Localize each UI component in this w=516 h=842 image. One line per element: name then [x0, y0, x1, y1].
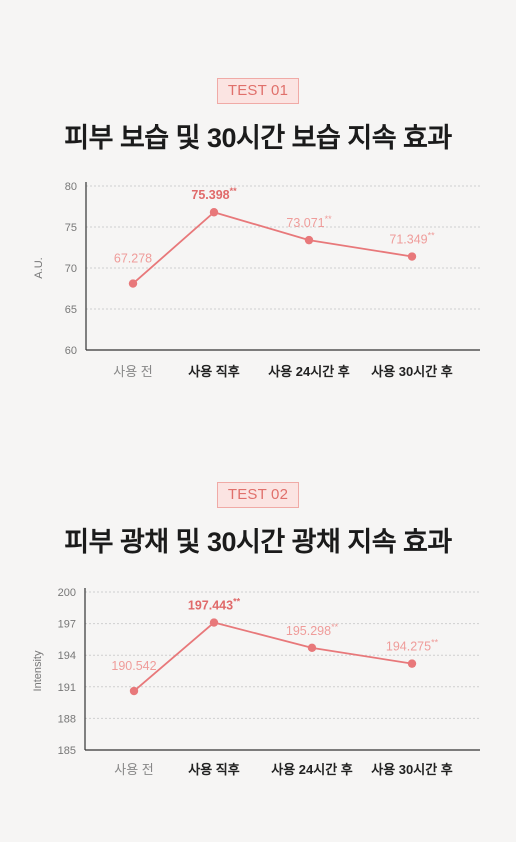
y-tick-label: 75 [65, 222, 77, 234]
data-label: 194.275** [386, 638, 439, 654]
y-tick-label: 60 [65, 345, 77, 357]
x-category-label: 사용 전 [114, 762, 154, 777]
data-point [307, 643, 317, 653]
data-label: 197.443** [188, 597, 241, 613]
significance-mark: ** [428, 231, 436, 241]
x-category-label: 사용 30시간 후 [371, 364, 453, 378]
series-line [132, 211, 413, 285]
data-label: 75.398** [191, 186, 237, 202]
data-point [304, 235, 314, 245]
y-tick-label: 194 [58, 650, 76, 662]
x-category-label: 사용 전 [113, 364, 153, 378]
y-tick-label: 70 [65, 263, 77, 275]
series-line [133, 621, 413, 692]
y-tick-label: 191 [58, 682, 76, 694]
y-tick-label: 185 [58, 745, 76, 757]
data-label: 195.298** [286, 622, 339, 638]
test-01-section: TEST 01 피부 보습 및 30시간 보습 지속 효과 60 65 70 75 80… [0, 78, 516, 378]
significance-mark: ** [233, 597, 241, 607]
significance-mark: ** [230, 186, 238, 196]
test-tag: TEST 02 [217, 482, 299, 508]
x-category-label: 사용 직후 [188, 762, 239, 777]
data-point [209, 208, 219, 217]
data-label: 67.278 [114, 252, 152, 266]
data-label: 71.349** [389, 231, 435, 247]
y-tick-label: 188 [58, 713, 76, 725]
data-label: 190.542 [111, 659, 156, 673]
test-02-section: TEST 02 피부 광채 및 30시간 광채 지속 효과 185 188 191 1… [0, 482, 516, 777]
y-tick-label: 200 [58, 587, 76, 599]
test-tag: TEST 01 [217, 78, 299, 104]
data-point [129, 686, 139, 696]
data-point [407, 252, 417, 261]
x-category-label: 사용 24시간 후 [271, 762, 353, 777]
y-tick-label: 197 [58, 619, 76, 631]
data-label: 73.071** [286, 214, 332, 230]
x-category-label: 사용 30시간 후 [371, 762, 453, 777]
data-point [209, 618, 219, 627]
significance-mark: ** [331, 622, 339, 632]
significance-mark: ** [325, 214, 333, 224]
moisture-line-chart: 60 65 70 75 80 A.U. 67.278 사용 전 75.398** 사용 직후 73.… [33, 181, 480, 378]
data-point [407, 659, 417, 668]
x-category-label: 사용 직후 [188, 364, 239, 378]
y-tick-label: 65 [65, 304, 77, 316]
data-point [128, 279, 138, 288]
radiance-line-chart: 185 188 191 194 197 200 Intensity 190.542 사용 전 19… [32, 587, 480, 777]
section-title: 피부 광채 및 30시간 광채 지속 효과 [64, 527, 452, 557]
y-axis-label: Intensity [32, 650, 44, 691]
y-axis-label: A.U. [33, 257, 45, 278]
x-category-label: 사용 24시간 후 [268, 364, 350, 378]
significance-mark: ** [431, 638, 439, 648]
y-tick-label: 80 [65, 181, 77, 193]
section-title: 피부 보습 및 30시간 보습 지속 효과 [64, 123, 452, 153]
